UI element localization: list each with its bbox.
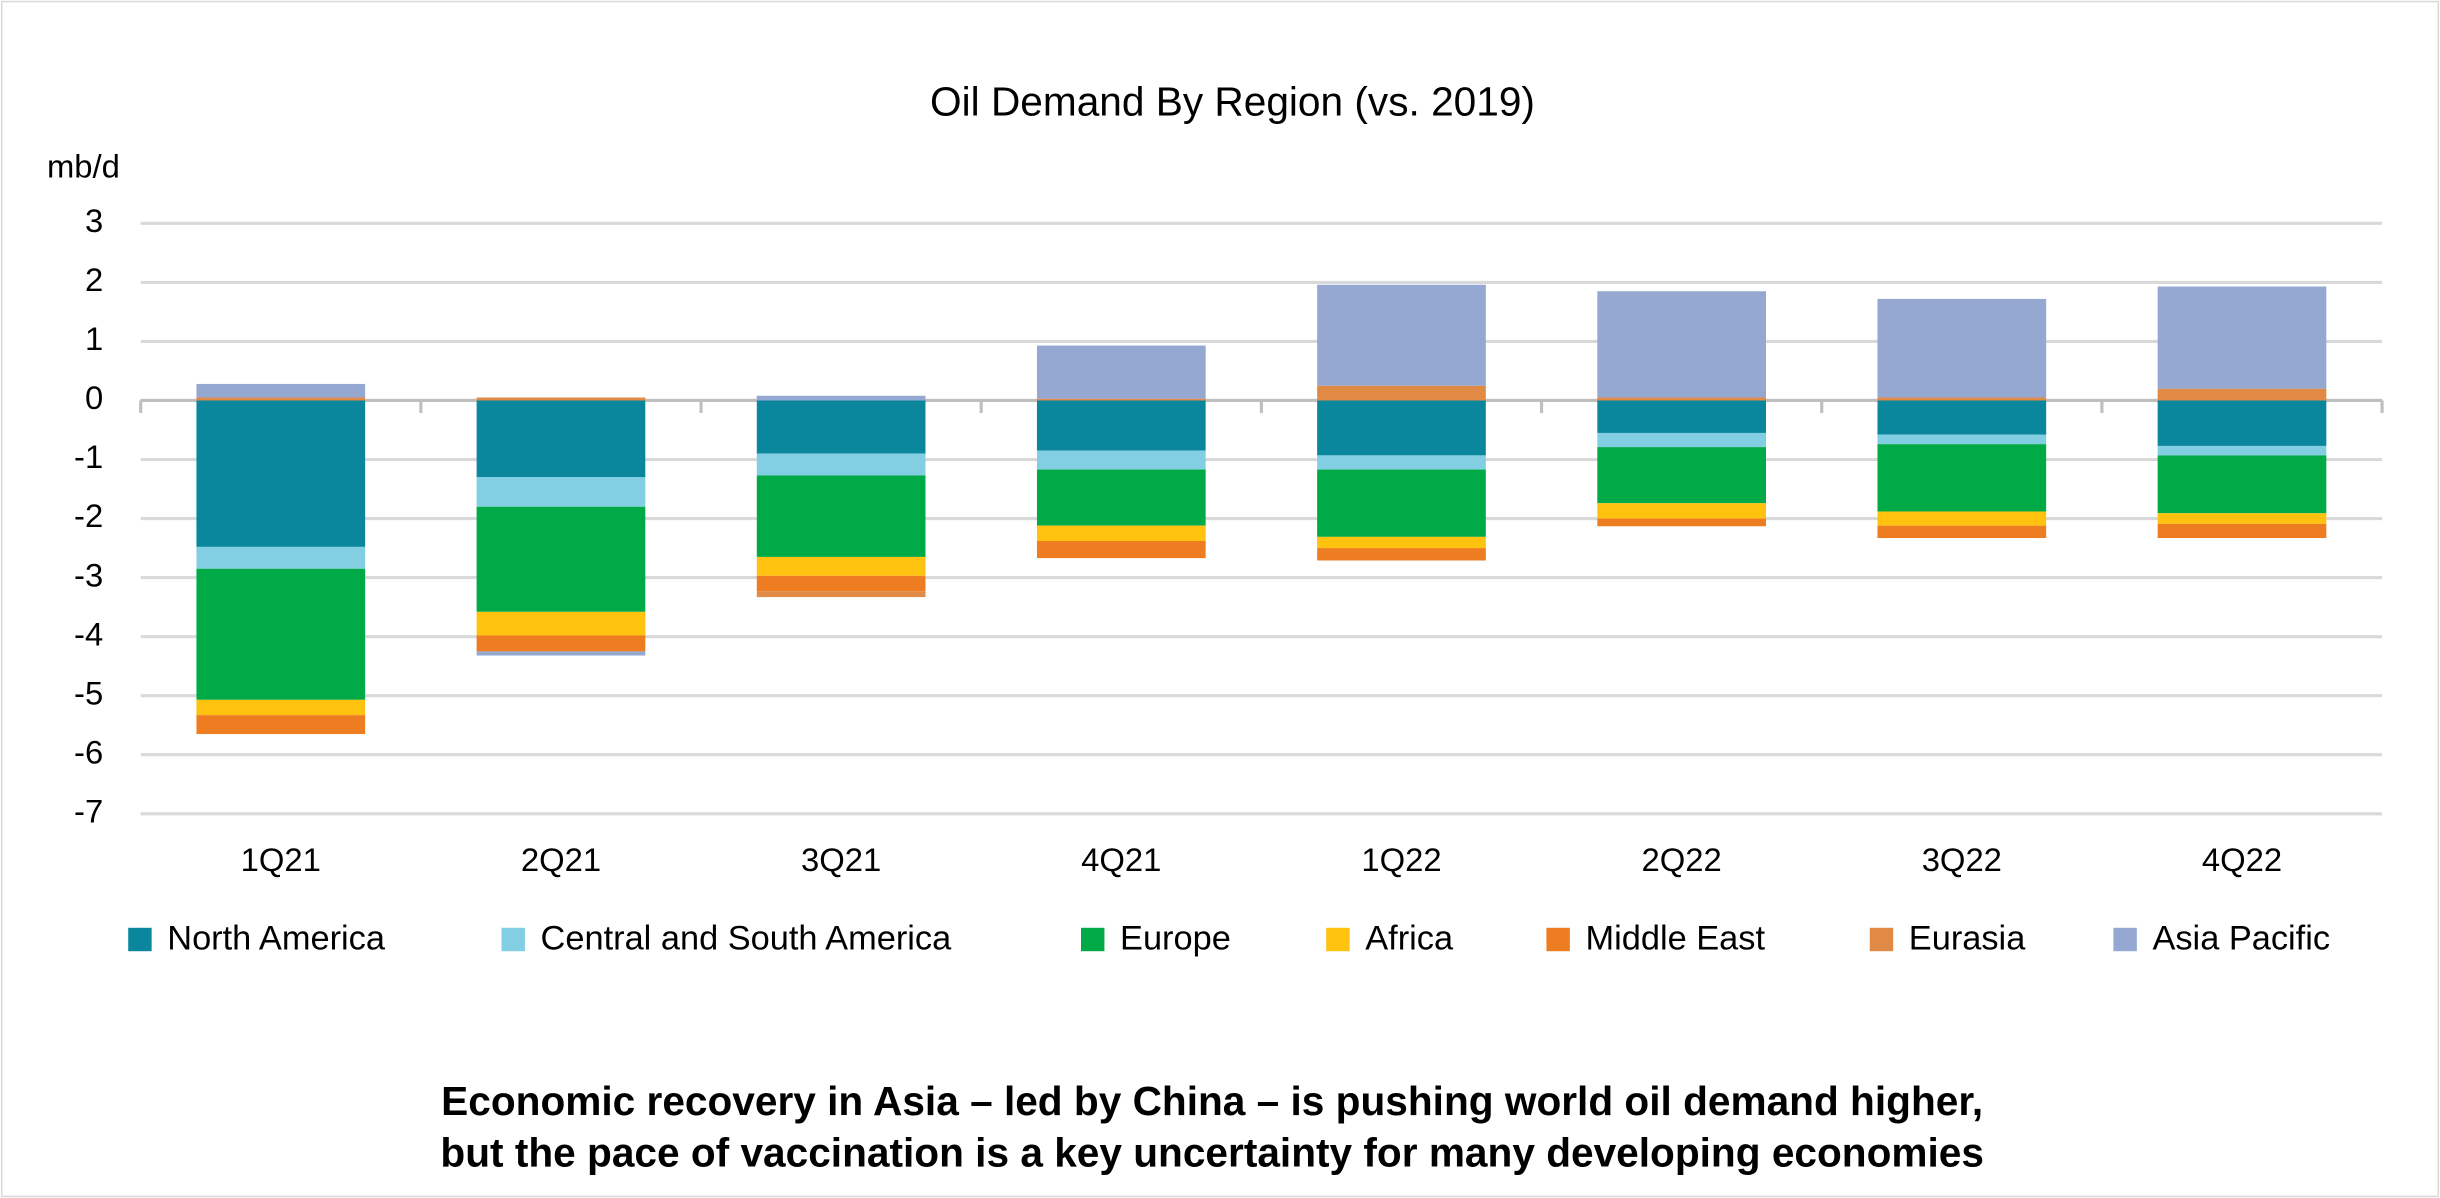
y-tick-label: -4 <box>74 615 103 652</box>
bar-segment <box>1036 400 1206 451</box>
bar-segment <box>1597 432 1766 448</box>
legend-swatch <box>1080 927 1105 952</box>
y-tick-label: 2 <box>85 261 103 298</box>
legend-label: Eurasia <box>1909 919 2026 957</box>
bar-segment <box>1877 298 2047 398</box>
bar-segment <box>2157 400 2327 446</box>
bar-segment <box>196 397 366 401</box>
legend-label: Asia Pacific <box>2152 919 2330 957</box>
bar-segment <box>2157 445 2327 456</box>
bar-segment <box>1036 540 1206 559</box>
bar-segment <box>1597 447 1766 504</box>
legend-label: North America <box>167 919 386 957</box>
legend-label: Africa <box>1365 919 1454 957</box>
bar-segment <box>1597 397 1766 401</box>
bar-segment <box>196 715 366 735</box>
bar-segment <box>2157 286 2327 389</box>
bar-segment <box>1317 469 1486 537</box>
bar-segment <box>196 383 366 398</box>
bar-segment <box>1597 400 1766 433</box>
x-tick-label: 4Q22 <box>2202 841 2282 878</box>
bar-segment <box>196 546 366 569</box>
bar-segment <box>756 400 926 454</box>
y-tick-label: -6 <box>74 733 103 770</box>
bar-segment <box>1317 400 1486 456</box>
bar-segment <box>1877 397 2047 401</box>
chart-title: Oil Demand By Region (vs. 2019) <box>930 78 1535 124</box>
bar-segment <box>1877 444 2047 512</box>
bar-segment <box>1036 469 1206 526</box>
bar-segment <box>1036 345 1206 399</box>
bar-segment <box>196 699 366 716</box>
bar-segment <box>2157 388 2327 401</box>
x-tick-label: 4Q21 <box>1081 841 1161 878</box>
bar-segment <box>1597 291 1766 398</box>
bar-segment <box>1317 284 1486 386</box>
y-tick-label: -2 <box>74 497 103 534</box>
bar-segment <box>476 506 646 612</box>
y-tick-label: -3 <box>74 556 103 593</box>
bar-segment <box>756 475 926 557</box>
x-tick-label: 3Q21 <box>801 841 881 878</box>
bar-segment <box>1877 434 2047 445</box>
legend-label: Central and South America <box>541 919 953 957</box>
bar-segment <box>1036 398 1206 401</box>
x-tick-label: 2Q22 <box>1642 841 1722 878</box>
legend-swatch <box>501 927 525 952</box>
bar-segment <box>1036 525 1206 541</box>
legend-label: Middle East <box>1585 919 1765 957</box>
legend-swatch <box>1869 927 1894 952</box>
legend-label: Europe <box>1120 919 1231 957</box>
y-tick-label: -5 <box>74 674 103 711</box>
legend-swatch <box>1546 927 1570 952</box>
subtitle: Economic recovery in Asia – led by China… <box>441 1078 1983 1124</box>
bar-segment <box>476 611 646 636</box>
bar-segment <box>1317 548 1486 561</box>
bar-segment <box>1597 503 1766 519</box>
legend-swatch <box>2113 927 2137 952</box>
y-tick-label: -7 <box>74 792 103 829</box>
bar-segment <box>756 395 926 401</box>
bar-segment <box>1597 518 1766 527</box>
subtitle: but the pace of vaccination is a key unc… <box>440 1130 1984 1176</box>
bar-segment <box>476 397 646 401</box>
x-tick-label: 2Q21 <box>521 841 601 878</box>
y-tick-label: 1 <box>85 320 103 357</box>
y-tick-label: 0 <box>85 379 103 416</box>
legend-swatch <box>1326 927 1350 952</box>
x-tick-label: 1Q21 <box>241 841 321 878</box>
bar-segment <box>2157 513 2327 524</box>
bar-segment <box>1877 525 2047 539</box>
bar-segment <box>1877 511 2047 526</box>
bar-segment <box>2157 523 2327 539</box>
bar-segment <box>1317 385 1486 401</box>
bar-segment <box>1317 455 1486 470</box>
bar-segment <box>196 400 366 547</box>
bar-segment <box>756 556 926 576</box>
bar-segment <box>476 635 646 652</box>
bar-segment <box>756 591 926 598</box>
bar-segment <box>476 400 646 478</box>
x-tick-label: 3Q22 <box>1922 841 2002 878</box>
bar-segment <box>1317 536 1486 549</box>
bar-segment <box>756 575 926 592</box>
legend-swatch <box>128 927 152 952</box>
y-tick-label: 3 <box>85 202 103 239</box>
y-axis-label: mb/d <box>47 147 120 184</box>
bar-segment <box>1877 400 2047 435</box>
x-tick-label: 1Q22 <box>1361 841 1441 878</box>
bar-segment <box>2157 455 2327 514</box>
bar-segment <box>476 651 646 656</box>
bar-segment <box>756 453 926 476</box>
bar-segment <box>476 477 646 507</box>
y-tick-label: -1 <box>74 438 103 475</box>
bar-segment <box>1036 450 1206 470</box>
bar-segment <box>196 568 366 700</box>
